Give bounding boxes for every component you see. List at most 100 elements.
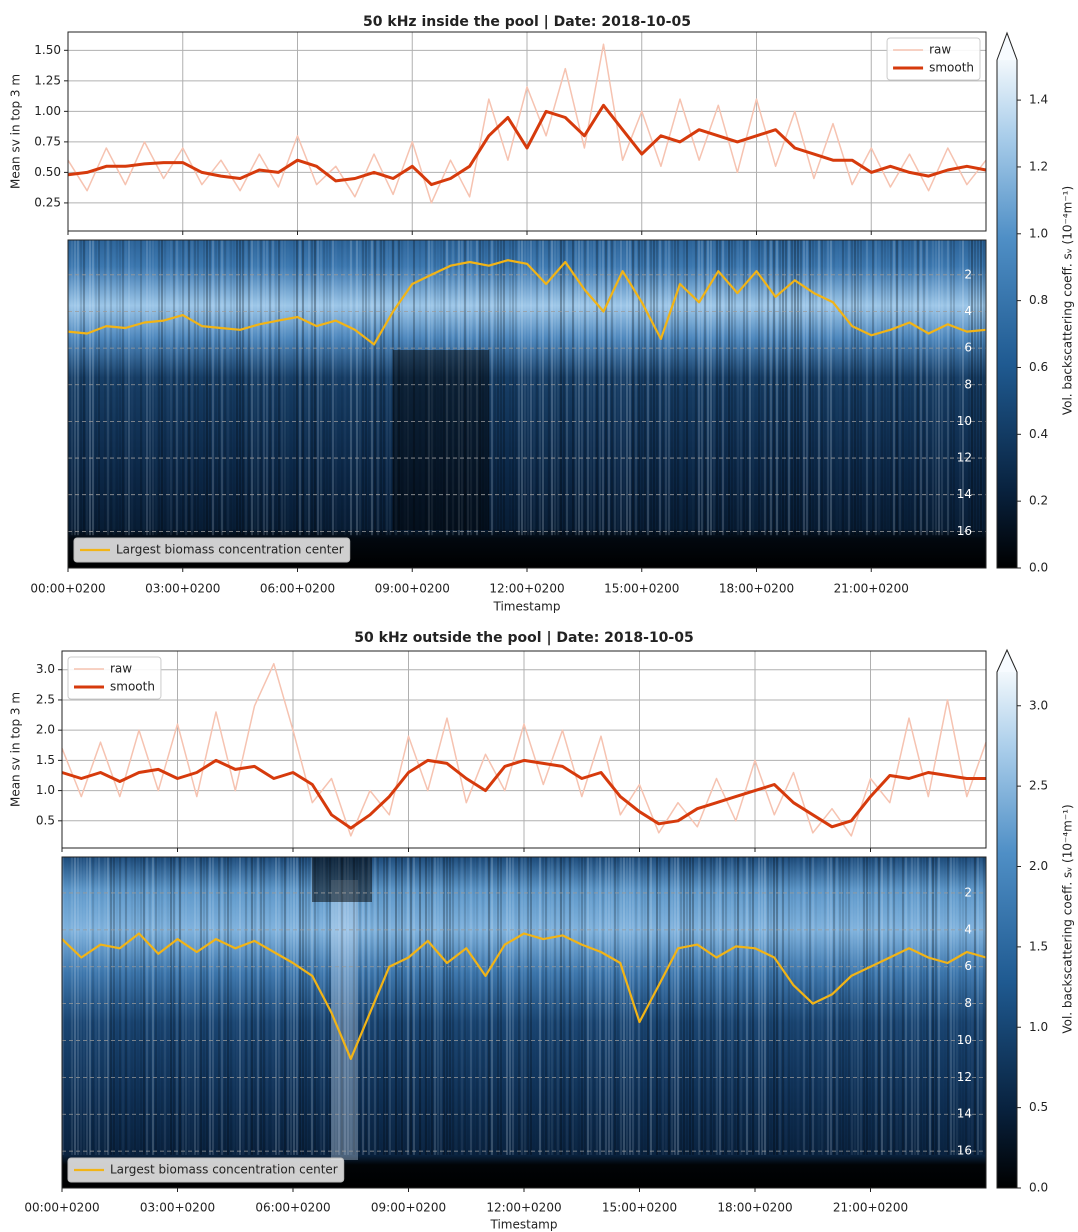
texture-stripe [854, 857, 856, 1155]
echogram-texture [71, 240, 985, 536]
texture-stripe [875, 857, 877, 1155]
texture-stripe [635, 240, 637, 536]
texture-stripe [110, 240, 112, 536]
texture-stripe [602, 240, 604, 536]
texture-stripe [89, 857, 91, 1155]
y-tick-label: 2 [964, 267, 972, 281]
texture-stripe [461, 857, 463, 1155]
texture-stripe [221, 857, 223, 1155]
axes-frame [61, 650, 987, 849]
texture-stripe [263, 857, 265, 1155]
texture-stripe [632, 240, 634, 536]
texture-stripe [794, 240, 796, 536]
texture-stripe [803, 857, 805, 1155]
texture-stripe [521, 857, 523, 1155]
texture-stripe [737, 857, 739, 1155]
texture-stripe [395, 240, 397, 536]
texture-stripe [866, 857, 868, 1155]
texture-stripe [626, 857, 628, 1155]
texture-stripe [698, 857, 700, 1155]
y-tick-label: 1.50 [34, 43, 61, 57]
texture-stripe [890, 857, 892, 1155]
texture-stripe [167, 240, 169, 535]
texture-stripe [128, 240, 130, 536]
texture-stripe [254, 240, 256, 535]
texture-stripe [248, 857, 250, 1155]
texture-stripe [284, 857, 286, 1155]
texture-stripe [95, 240, 97, 536]
texture-stripe [395, 857, 397, 1155]
texture-stripe [440, 857, 442, 1155]
texture-stripe [377, 240, 379, 536]
legend: Largest biomass concentration center [73, 537, 351, 563]
echogram-texture [62, 857, 985, 1160]
texture-stripe [980, 240, 982, 536]
texture-stripe [260, 857, 262, 1155]
texture-stripe [380, 857, 382, 1155]
texture-stripe [584, 857, 586, 1155]
texture-stripe [722, 857, 724, 1155]
texture-stripe [860, 240, 862, 536]
texture-stripe [152, 240, 154, 536]
texture-stripe [959, 857, 961, 1155]
texture-stripe [455, 240, 457, 536]
texture-stripe [572, 240, 574, 536]
texture-stripe [467, 240, 469, 536]
texture-stripe [314, 240, 316, 536]
texture-stripe [176, 240, 178, 536]
texture-stripe [209, 857, 211, 1155]
texture-stripe [791, 857, 793, 1155]
texture-stripe [368, 857, 370, 1155]
texture-stripe [311, 240, 313, 536]
texture-stripe [656, 857, 658, 1155]
texture-stripe [902, 857, 904, 1155]
texture-stripe [194, 857, 196, 1155]
texture-stripe [383, 240, 385, 536]
texture-stripe [977, 857, 979, 1155]
texture-stripe [596, 240, 598, 536]
colorbar-tick-label: 0.6 [1029, 360, 1048, 374]
texture-stripe [929, 857, 931, 1155]
texture-stripe [695, 240, 697, 536]
y-axis-label: Mean sv in top 3 m [9, 692, 23, 807]
texture-stripe [197, 857, 199, 1155]
texture-stripe [743, 857, 745, 1155]
texture-stripe [62, 857, 64, 1155]
texture-stripe [71, 857, 73, 1155]
texture-stripe [587, 857, 589, 1155]
texture-stripe [518, 857, 520, 1155]
texture-stripe [848, 240, 850, 536]
texture-stripe [218, 857, 220, 1155]
legend: Largest biomass concentration center [67, 1157, 345, 1183]
texture-stripe [497, 857, 499, 1155]
legend: raw smooth [886, 37, 981, 81]
texture-stripe [944, 857, 946, 1155]
texture-stripe [860, 857, 862, 1155]
texture-stripe [641, 857, 643, 1155]
texture-stripe [884, 240, 886, 536]
texture-stripe [419, 240, 421, 536]
texture-stripe [146, 857, 148, 1155]
texture-stripe [131, 857, 133, 1155]
texture-stripe [272, 857, 274, 1155]
texture-stripe [125, 240, 127, 536]
texture-stripe [650, 240, 652, 536]
texture-stripe [734, 240, 736, 536]
series-line [67, 43, 987, 204]
texture-stripe [164, 857, 166, 1155]
texture-stripe [323, 857, 325, 1155]
texture-stripe [311, 857, 313, 1155]
y-tick-label: 6 [964, 341, 972, 355]
texture-stripe [557, 857, 559, 1155]
echogram-background [62, 857, 986, 1188]
texture-stripe [593, 240, 595, 536]
texture-stripe [494, 240, 496, 536]
texture-stripe [881, 240, 883, 536]
texture-stripe [521, 240, 523, 536]
texture-stripe [248, 240, 250, 536]
texture-stripe [824, 857, 826, 1155]
texture-stripe [668, 857, 670, 1155]
texture-stripe [845, 240, 847, 536]
texture-stripe [239, 857, 241, 1155]
texture-stripe [947, 857, 949, 1155]
